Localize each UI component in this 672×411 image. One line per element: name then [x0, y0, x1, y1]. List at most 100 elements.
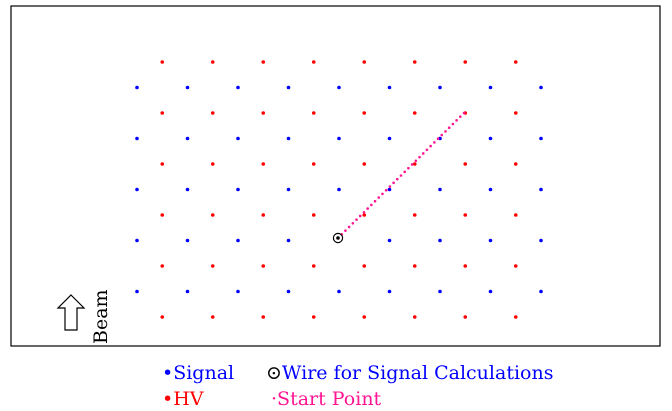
hv-wire-dot: [412, 264, 417, 268]
signal-wire-dot: [185, 85, 190, 90]
legend-wire: ⊙Wire for Signal Calculations: [266, 362, 553, 384]
hv-wire-dot: [362, 111, 367, 115]
hv-wire-dot: [513, 213, 518, 217]
start-point-dot: [370, 203, 373, 207]
legend-start-point: ·Start Point: [271, 388, 381, 410]
signal-wire-dot: [488, 238, 493, 243]
hv-wire-dot: [362, 162, 367, 166]
hv-wire-dot: [412, 315, 417, 319]
chamber-frame: [10, 5, 661, 347]
signal-wire-dot: [438, 85, 442, 90]
start-point-dot: [358, 214, 362, 218]
legend-signal: •Signal: [162, 362, 234, 384]
hv-wire-dot: [513, 60, 518, 64]
signal-wire-dot: [286, 85, 291, 90]
hv-wire-dot: [261, 264, 266, 268]
up-arrow-icon: [56, 294, 86, 331]
start-point-path: [340, 111, 466, 236]
signal-wire-dot: [387, 238, 392, 243]
signal-wire-dot: [488, 289, 493, 294]
signal-wire-dot: [488, 85, 493, 90]
signal-wire-dot: [337, 289, 341, 294]
signal-wire-dot: [286, 136, 291, 141]
hv-wire-dots: [160, 60, 518, 319]
signal-wire-dot: [236, 238, 240, 243]
hv-wire-dot: [210, 60, 215, 64]
hv-wire-dot: [311, 315, 316, 319]
start-point-dot: [392, 181, 395, 185]
signal-wire-dots: [135, 85, 543, 294]
hv-wire-dot: [362, 213, 367, 217]
signal-wire-dot: [135, 187, 139, 192]
hv-wire-dot: [210, 264, 215, 268]
hv-wire-dot: [463, 213, 468, 217]
start-point-dot: [455, 119, 458, 122]
hv-wire-dot: [412, 162, 417, 166]
hv-wire-dot: [513, 111, 518, 115]
start-point-dot: [388, 185, 392, 188]
signal-wire-dot: [387, 289, 392, 294]
signal-wire-dot: [539, 187, 543, 192]
hv-wire-dot: [463, 60, 468, 64]
hv-wire-dot: [311, 213, 316, 217]
start-point-dot: [433, 141, 436, 144]
signal-wire-dot: [488, 136, 493, 141]
start-point-dot: [418, 155, 421, 159]
hv-wire-dot: [362, 315, 367, 319]
start-point-dot: [377, 196, 381, 199]
signal-wire-dot: [236, 187, 240, 192]
signal-wire-dot: [387, 187, 392, 192]
hv-wire-dot: [160, 315, 165, 319]
signal-wire-dot: [185, 187, 190, 192]
start-point-symbol: ·: [271, 388, 278, 410]
signal-wire-dot: [337, 187, 341, 192]
signal-wire-dot: [185, 238, 190, 243]
signal-wire-dot: [135, 238, 139, 243]
start-point-dot: [447, 126, 451, 130]
hv-wire-dot: [261, 213, 266, 217]
start-point-dot: [366, 207, 369, 210]
start-point-dot: [440, 133, 444, 137]
signal-wire-dot: [135, 289, 139, 294]
start-point-dot: [458, 115, 462, 118]
hv-label: HV: [173, 388, 204, 410]
start-point-dot: [421, 152, 425, 155]
start-point-dot: [403, 170, 407, 174]
start-point-dot: [462, 111, 466, 115]
signal-wire-dot: [135, 136, 139, 141]
hv-wire-dot: [311, 111, 316, 115]
hv-wire-dot: [362, 264, 367, 268]
signal-wire-dot: [539, 136, 543, 141]
start-point-dot: [407, 166, 410, 170]
hv-wire-dot: [463, 315, 468, 319]
hv-wire-dot: [311, 60, 316, 64]
hv-wire-dot: [160, 111, 165, 115]
signal-wire-dot: [286, 187, 291, 192]
start-point-dot: [384, 188, 388, 192]
hv-symbol: •: [162, 388, 174, 410]
signal-wire-dot: [236, 136, 240, 141]
hv-wire-dot: [513, 315, 518, 319]
signal-wire-dot: [185, 136, 190, 141]
hv-wire-dot: [463, 264, 468, 268]
hv-wire-dot: [311, 162, 316, 166]
hv-wire-dot: [210, 213, 215, 217]
start-point-dot: [373, 199, 377, 203]
hv-wire-dot: [412, 111, 417, 115]
signal-wire-dot: [135, 85, 139, 90]
signal-wire-dot: [539, 289, 543, 294]
start-point-dot: [399, 174, 403, 177]
signal-wire-dot: [387, 136, 392, 141]
start-point-dot: [436, 137, 440, 141]
hv-wire-dot: [261, 111, 266, 115]
signal-wire-dot: [438, 187, 442, 192]
start-point-dot: [355, 218, 358, 221]
hv-wire-dot: [513, 162, 518, 166]
legend-hv: •HV: [162, 388, 204, 410]
hv-wire-dot: [160, 162, 165, 166]
hv-wire-dot: [261, 60, 266, 64]
hv-wire-dot: [412, 213, 417, 217]
wire-label: Wire for Signal Calculations: [281, 362, 554, 384]
start-point-dot: [351, 221, 355, 225]
start-point-dot: [362, 210, 366, 214]
